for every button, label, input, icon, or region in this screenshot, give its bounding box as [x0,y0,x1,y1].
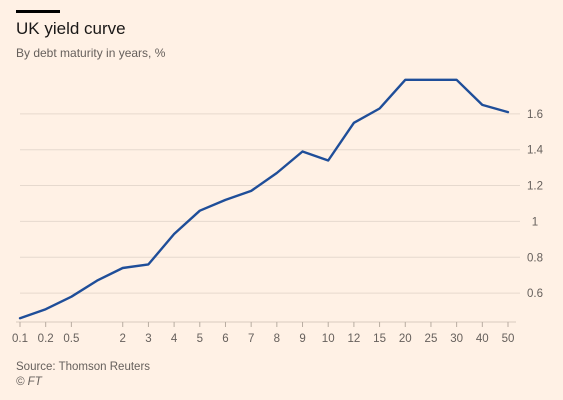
x-tick-label: 9 [299,333,305,345]
x-tick-label: 2 [120,333,126,345]
y-tick-label: 1.4 [527,145,544,157]
chart-subtitle: By debt maturity in years, % [16,46,166,60]
source-note: Source: Thomson Reuters [16,361,151,373]
x-tick-label: 25 [425,333,438,345]
x-tick-label: 50 [502,333,515,345]
x-tick-label: 4 [171,333,178,345]
x-tick-label: 10 [322,333,335,345]
yield-curve-line [18,78,510,320]
x-tick-label: 30 [450,333,463,345]
x-tick-label: 12 [347,333,360,345]
x-tick-label: 5 [197,333,203,345]
x-tick-label: 20 [399,333,412,345]
chart-title: UK yield curve [16,19,126,38]
y-tick-label: 1.2 [527,181,543,193]
y-tick-label: 0.6 [527,288,543,300]
y-tick-label: 1 [532,216,538,228]
copyright-note: © FT [16,376,42,388]
title-accent-bar [16,10,60,13]
x-tick-label: 6 [222,333,228,345]
x-tick-label: 0.1 [12,333,28,345]
y-tick-label: 0.8 [527,252,543,264]
x-tick-label: 15 [373,333,386,345]
x-tick-label: 8 [274,333,280,345]
x-tick-label: 3 [145,333,151,345]
x-tick-label: 40 [476,333,489,345]
x-tick-label: 0.5 [63,333,79,345]
x-tick-label: 7 [248,333,254,345]
y-tick-label: 1.6 [527,109,543,121]
x-tick-label: 0.2 [38,333,54,345]
